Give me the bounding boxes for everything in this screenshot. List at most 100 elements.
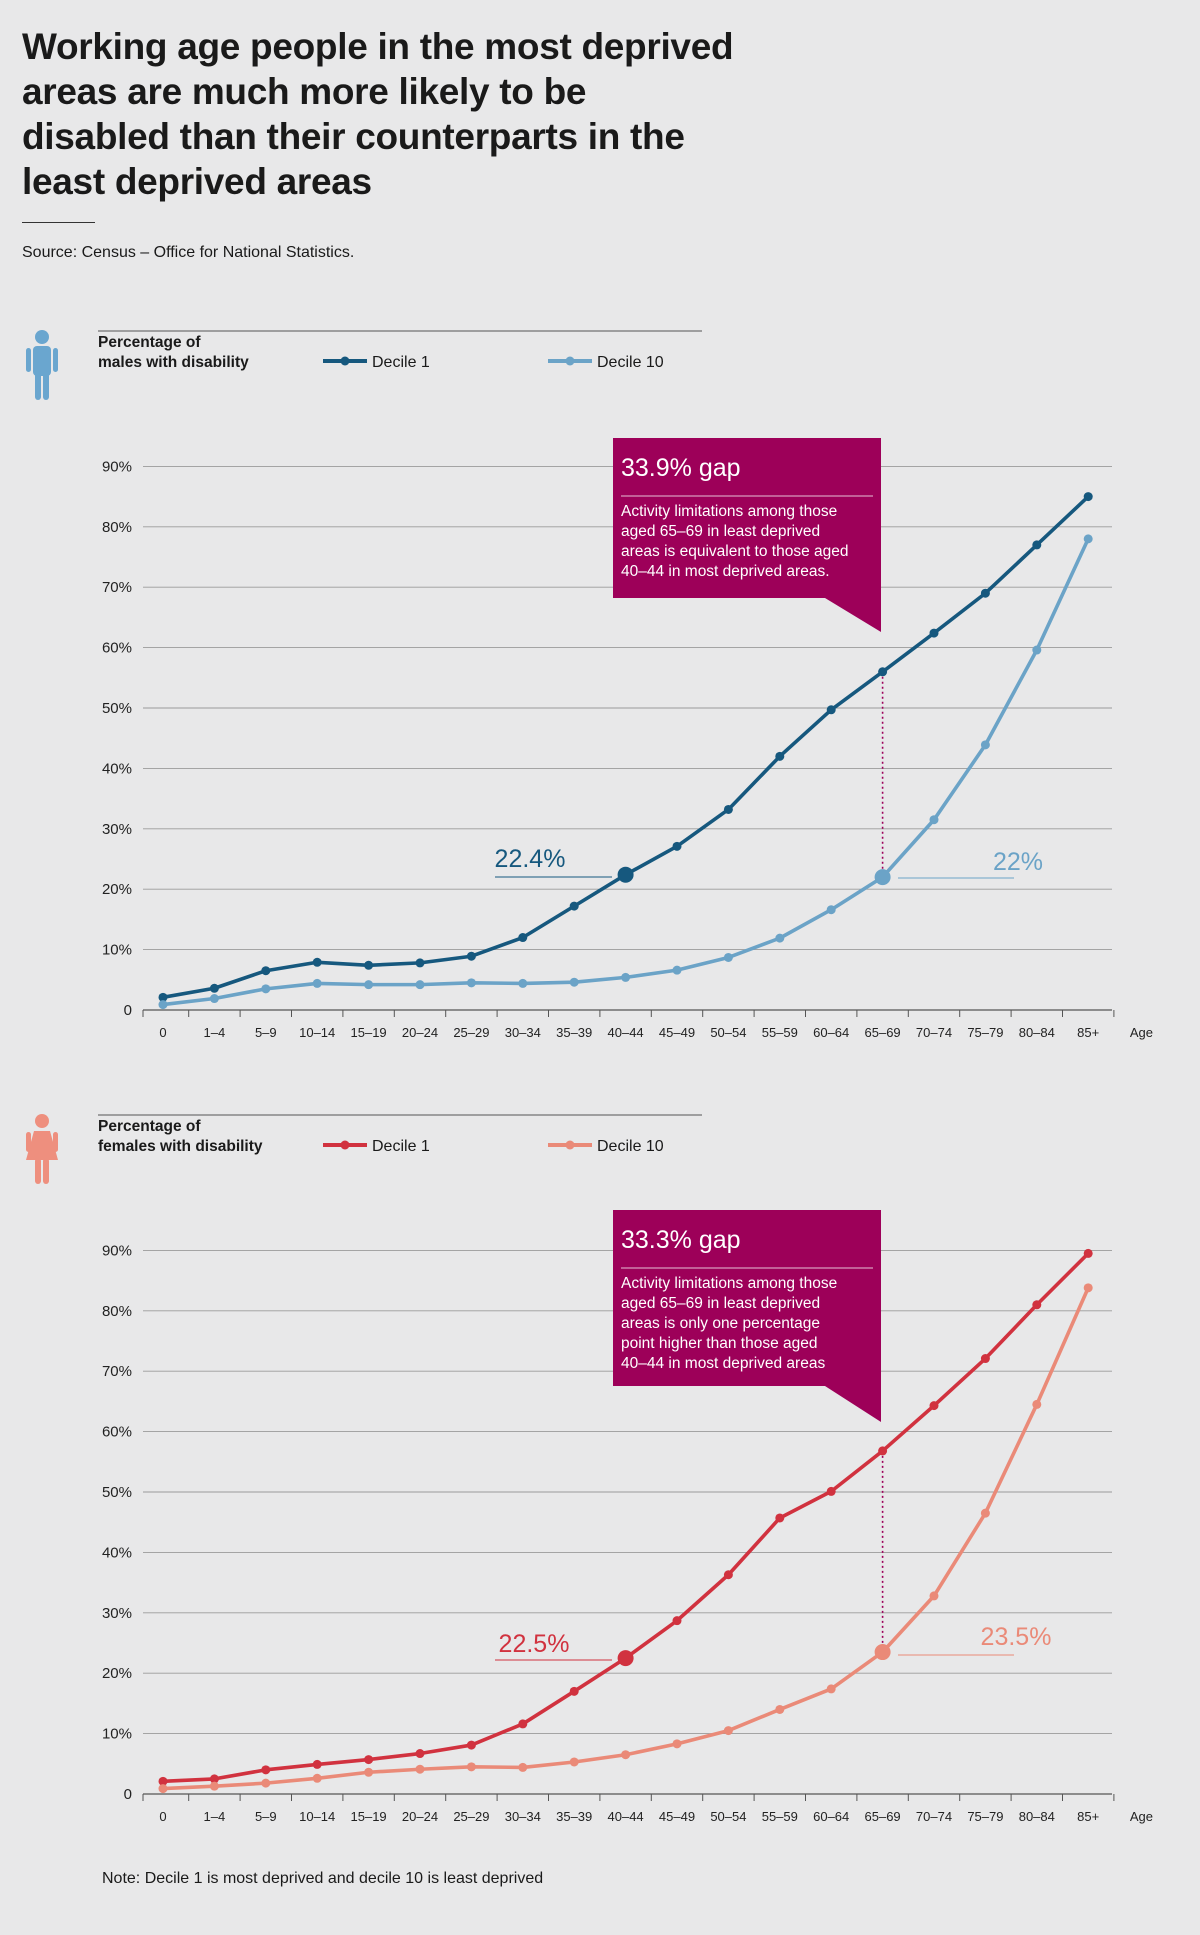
x-tick-label: 50–54 (710, 1809, 746, 1824)
legend-label-decile-1: Decile 1 (372, 1138, 430, 1155)
x-tick-label: 1–4 (204, 1025, 226, 1040)
x-tick-label: 55–59 (762, 1025, 798, 1040)
data-point (929, 1591, 939, 1601)
data-point (775, 1513, 785, 1523)
data-point (826, 905, 836, 915)
x-tick-label: 15–19 (351, 1809, 387, 1824)
y-tick-label: 0 (124, 1786, 132, 1803)
highlight-point (874, 1644, 891, 1661)
y-tick-label: 20% (102, 881, 132, 898)
y-tick-label: 30% (102, 1605, 132, 1622)
data-point (261, 984, 271, 994)
data-point (364, 980, 374, 990)
legend-marker-decile-10 (565, 356, 575, 366)
data-point (1032, 645, 1042, 655)
data-point (980, 588, 990, 598)
data-point (878, 1446, 888, 1456)
data-point (723, 1570, 733, 1580)
legend-marker-decile-1 (340, 356, 350, 366)
series-line-decile-10 (162, 538, 1090, 1007)
x-tick-label: 0 (159, 1025, 166, 1040)
legend-title-line1: Percentage of (98, 1118, 201, 1135)
gap-description-line: 40–44 in most deprived areas. (621, 563, 830, 580)
y-tick-label: 50% (102, 700, 132, 717)
y-tick-label: 60% (102, 640, 132, 657)
y-tick-label: 40% (102, 1544, 132, 1561)
data-point (364, 1767, 374, 1777)
data-point (364, 1755, 374, 1765)
gap-box-background (613, 438, 881, 632)
x-tick-label: 50–54 (710, 1025, 746, 1040)
highlight-label: 22.4% (495, 845, 566, 873)
gap-box-background (613, 1210, 881, 1422)
x-tick-label: 20–24 (402, 1025, 438, 1040)
gap-description-line: aged 65–69 in least deprived (621, 1295, 820, 1312)
data-point (723, 1726, 733, 1736)
y-tick-label: 70% (102, 1363, 132, 1380)
legend-title-line2: males with disability (98, 354, 249, 371)
gap-description-line: Activity limitations among those (621, 503, 837, 520)
data-point (775, 751, 785, 761)
data-point (209, 1774, 219, 1784)
highlight-label: 22.5% (499, 1630, 570, 1658)
data-point (158, 992, 168, 1002)
data-point (878, 667, 888, 677)
data-point (364, 960, 374, 970)
female-plot-area: 0 10% 20% 30% 40% 50% 60% 70% 80% 90% 0 1–4 5–9 10–14… (102, 1210, 1153, 1824)
x-tick-label: 60–64 (813, 1809, 849, 1824)
data-point (569, 1686, 579, 1696)
x-tick-label: 55–59 (762, 1809, 798, 1824)
data-point (775, 1704, 785, 1714)
data-point (775, 933, 785, 943)
x-tick-label: 20–24 (402, 1809, 438, 1824)
data-point (980, 1354, 990, 1364)
y-tick-label: 80% (102, 1303, 132, 1320)
highlight-label: 22% (993, 848, 1043, 876)
legend-item-decile-10: Decile 10 (548, 354, 664, 371)
x-tick-label: 80–84 (1019, 1025, 1055, 1040)
legend-label-decile-10: Decile 10 (597, 1138, 664, 1155)
gap-description-line: 40–44 in most deprived areas (621, 1355, 825, 1372)
y-tick-label: 0 (124, 1002, 132, 1019)
x-tick-label: 25–29 (453, 1025, 489, 1040)
data-point (518, 1762, 528, 1772)
legend-label-decile-10: Decile 10 (597, 354, 664, 371)
gap-description-line: areas is equivalent to those aged (621, 543, 849, 560)
data-point (466, 978, 476, 988)
data-point (209, 994, 219, 1004)
x-tick-label: 5–9 (255, 1809, 277, 1824)
y-tick-label: 90% (102, 458, 132, 475)
data-point (518, 1719, 528, 1729)
data-point (158, 1784, 168, 1794)
y-tick-label: 10% (102, 942, 132, 959)
gap-description-line: Activity limitations among those (621, 1275, 837, 1292)
data-point (415, 1764, 425, 1774)
x-tick-label: 65–69 (865, 1809, 901, 1824)
x-tick-label: 5–9 (255, 1025, 277, 1040)
data-point (929, 815, 939, 825)
gap-title: 33.9% gap (621, 454, 741, 482)
data-point (261, 1765, 271, 1775)
female-person-icon (26, 1114, 58, 1184)
data-point (723, 804, 733, 814)
data-point (158, 1000, 168, 1010)
gap-description-line: areas is only one percentage (621, 1315, 820, 1332)
x-tick-label: 45–49 (659, 1025, 695, 1040)
y-tick-label: 70% (102, 579, 132, 596)
data-point (1083, 492, 1093, 502)
x-tick-label: 15–19 (351, 1025, 387, 1040)
data-point (826, 1684, 836, 1694)
y-tick-label: 30% (102, 821, 132, 838)
data-point (466, 1762, 476, 1772)
data-point (929, 1401, 939, 1411)
data-point (672, 1739, 682, 1749)
x-tick-label: 80–84 (1019, 1809, 1055, 1824)
x-tick-label: 65–69 (865, 1025, 901, 1040)
data-point (415, 1749, 425, 1759)
y-tick-label: 80% (102, 519, 132, 536)
gap-title: 33.3% gap (621, 1226, 741, 1254)
data-point (209, 983, 219, 993)
y-tick-label: 90% (102, 1242, 132, 1259)
data-point (672, 841, 682, 851)
data-point (980, 1508, 990, 1518)
